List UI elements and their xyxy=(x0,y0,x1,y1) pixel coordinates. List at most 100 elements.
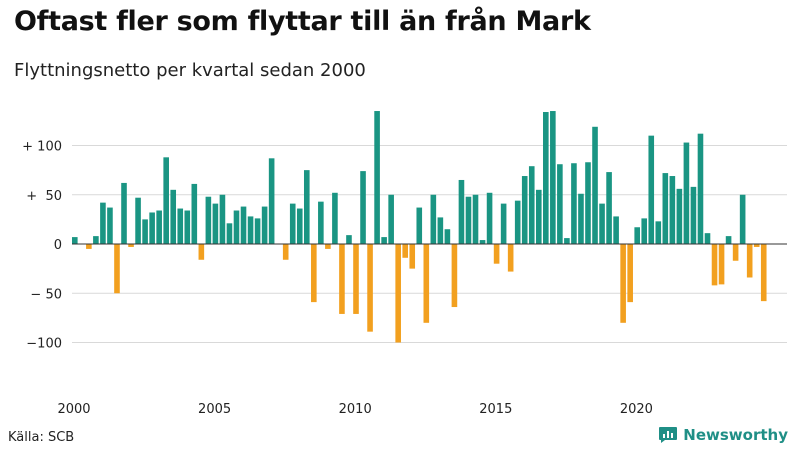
bar xyxy=(437,217,444,244)
bar xyxy=(142,219,148,245)
bar xyxy=(353,244,359,314)
bar xyxy=(114,244,120,294)
bar xyxy=(346,235,352,244)
bar xyxy=(479,240,486,244)
bar xyxy=(395,244,401,343)
bar xyxy=(163,157,169,244)
bar xyxy=(332,192,338,244)
bar xyxy=(240,206,247,244)
bar xyxy=(486,192,493,244)
bar xyxy=(458,179,465,244)
bar xyxy=(571,163,577,244)
y-tick-label: + 100 xyxy=(22,140,62,155)
source-note: Källa: SCB xyxy=(8,430,75,445)
bar xyxy=(205,196,212,244)
bar xyxy=(247,216,254,244)
bar xyxy=(416,207,423,245)
bar xyxy=(451,244,458,308)
bar xyxy=(219,194,226,244)
bar xyxy=(578,193,584,244)
bar xyxy=(528,166,535,244)
bar xyxy=(514,200,521,244)
bar xyxy=(430,194,437,244)
bar xyxy=(732,244,739,261)
bar xyxy=(585,162,591,244)
bar xyxy=(367,244,373,332)
bar xyxy=(100,202,106,244)
bar xyxy=(198,244,205,260)
bar xyxy=(521,176,528,244)
bar xyxy=(550,111,556,244)
bar xyxy=(303,170,310,245)
bar xyxy=(191,183,198,244)
bar xyxy=(472,194,479,244)
x-tick-label: 2010 xyxy=(339,402,372,417)
bar xyxy=(704,233,711,244)
bar xyxy=(72,237,78,244)
bar xyxy=(543,112,549,244)
bar xyxy=(535,189,542,244)
bar xyxy=(507,244,514,272)
brand: Newsworthy xyxy=(658,426,788,444)
bar xyxy=(690,186,697,244)
bar xyxy=(93,236,99,244)
y-tick-label: −100 xyxy=(26,337,62,352)
bar xyxy=(254,218,261,244)
bar xyxy=(648,135,655,244)
bar xyxy=(156,210,162,244)
bar xyxy=(289,203,296,244)
bar xyxy=(634,227,640,244)
bar xyxy=(620,244,626,323)
bar xyxy=(676,188,683,244)
bar xyxy=(184,210,191,244)
bars xyxy=(72,111,767,343)
bar xyxy=(444,229,451,244)
bar xyxy=(177,208,184,244)
bar xyxy=(669,176,676,244)
bar xyxy=(226,223,233,244)
y-tick-label: − 50 xyxy=(30,287,62,302)
bar xyxy=(86,244,92,249)
bar xyxy=(746,244,753,278)
bar xyxy=(360,171,366,244)
bar xyxy=(739,194,746,244)
bar xyxy=(261,206,268,244)
bar xyxy=(149,212,155,244)
bar xyxy=(627,244,633,303)
bar xyxy=(374,111,380,244)
y-tick-label: + 50 xyxy=(26,189,62,204)
bar xyxy=(121,182,127,244)
bar xyxy=(268,158,275,244)
bar xyxy=(402,244,409,258)
bar xyxy=(388,194,394,244)
bar xyxy=(282,244,289,260)
bar xyxy=(662,173,669,244)
chart-title: Oftast fler som flyttar till än från Mar… xyxy=(14,6,591,37)
brand-name: Newsworthy xyxy=(683,426,788,444)
bar xyxy=(725,236,732,244)
bar xyxy=(465,196,472,244)
x-axis-tick-labels: 2000 2005 2010 2015 2020 xyxy=(57,402,652,417)
bar xyxy=(760,244,767,302)
bar xyxy=(409,244,416,269)
bar xyxy=(381,237,387,244)
bar xyxy=(311,244,317,303)
bar xyxy=(711,244,718,286)
bar xyxy=(613,216,619,244)
bar xyxy=(339,244,345,314)
bar xyxy=(170,189,177,244)
bar xyxy=(655,221,662,244)
bar xyxy=(641,218,648,244)
bar xyxy=(592,126,598,244)
bar xyxy=(233,210,240,244)
bar xyxy=(423,244,430,323)
bar xyxy=(718,244,725,285)
bar xyxy=(325,244,331,249)
bar xyxy=(128,244,134,247)
y-axis-tick-labels: + 100 + 50 0 − 50 −100 xyxy=(22,140,62,352)
bar-chart: + 100 + 50 0 − 50 −100 2000 2005 2010 2015 2020 xyxy=(22,111,787,417)
x-tick-label: 2020 xyxy=(620,402,653,417)
bar xyxy=(296,208,303,244)
bar xyxy=(697,133,704,244)
x-tick-label: 2000 xyxy=(57,402,90,417)
